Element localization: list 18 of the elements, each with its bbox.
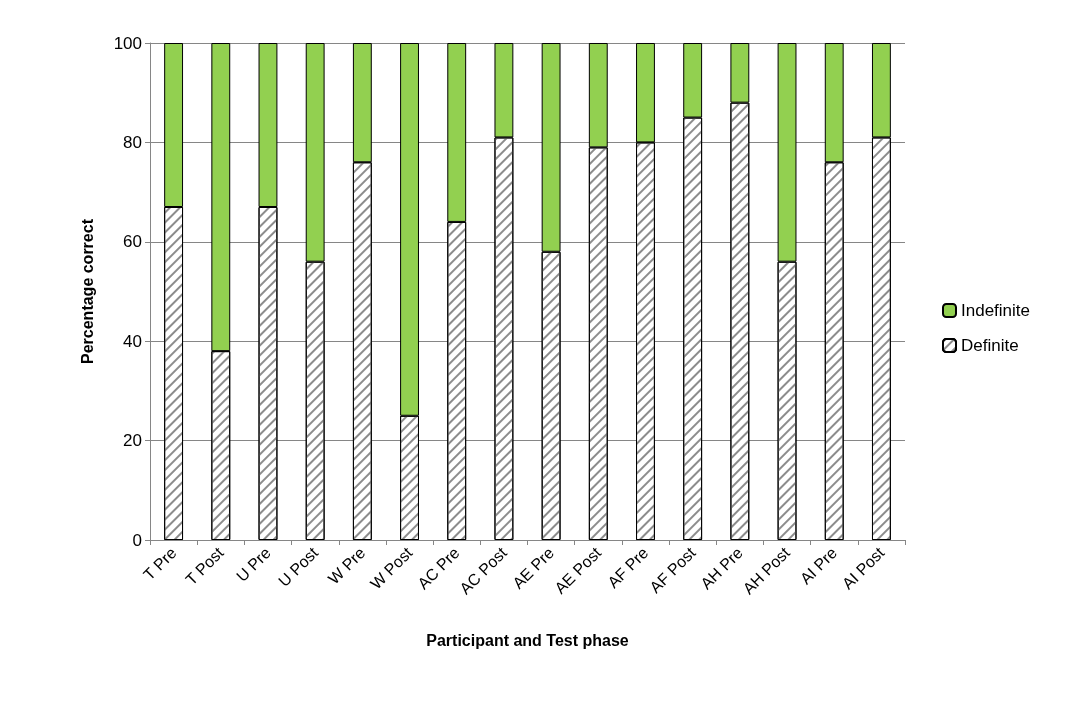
x-tick-label: AC Pre [414, 543, 463, 593]
y-tick-label: 100 [113, 33, 142, 53]
x-tick-label: W Pre [324, 543, 369, 588]
x-tick-label: AH Pre [697, 543, 746, 593]
x-tick-label: AE Pre [509, 543, 558, 592]
x-tick-label: T Pre [140, 543, 180, 584]
x-tick-label: AF Pre [604, 543, 652, 592]
y-tick-label: 60 [123, 232, 142, 252]
y-tick-label: 40 [123, 331, 142, 351]
y-tick-label: 20 [123, 431, 142, 451]
legend-label: Indefinite [961, 301, 1030, 320]
y-axis-title: Percentage correct [78, 218, 96, 364]
y-tick-label: 0 [132, 530, 142, 550]
x-tick-label: U Pre [233, 543, 275, 585]
legend-label: Definite [961, 336, 1019, 355]
y-tick-label: 80 [123, 132, 142, 152]
x-axis-title: Participant and Test phase [426, 631, 629, 649]
x-tick-label: AI Pre [796, 543, 841, 588]
